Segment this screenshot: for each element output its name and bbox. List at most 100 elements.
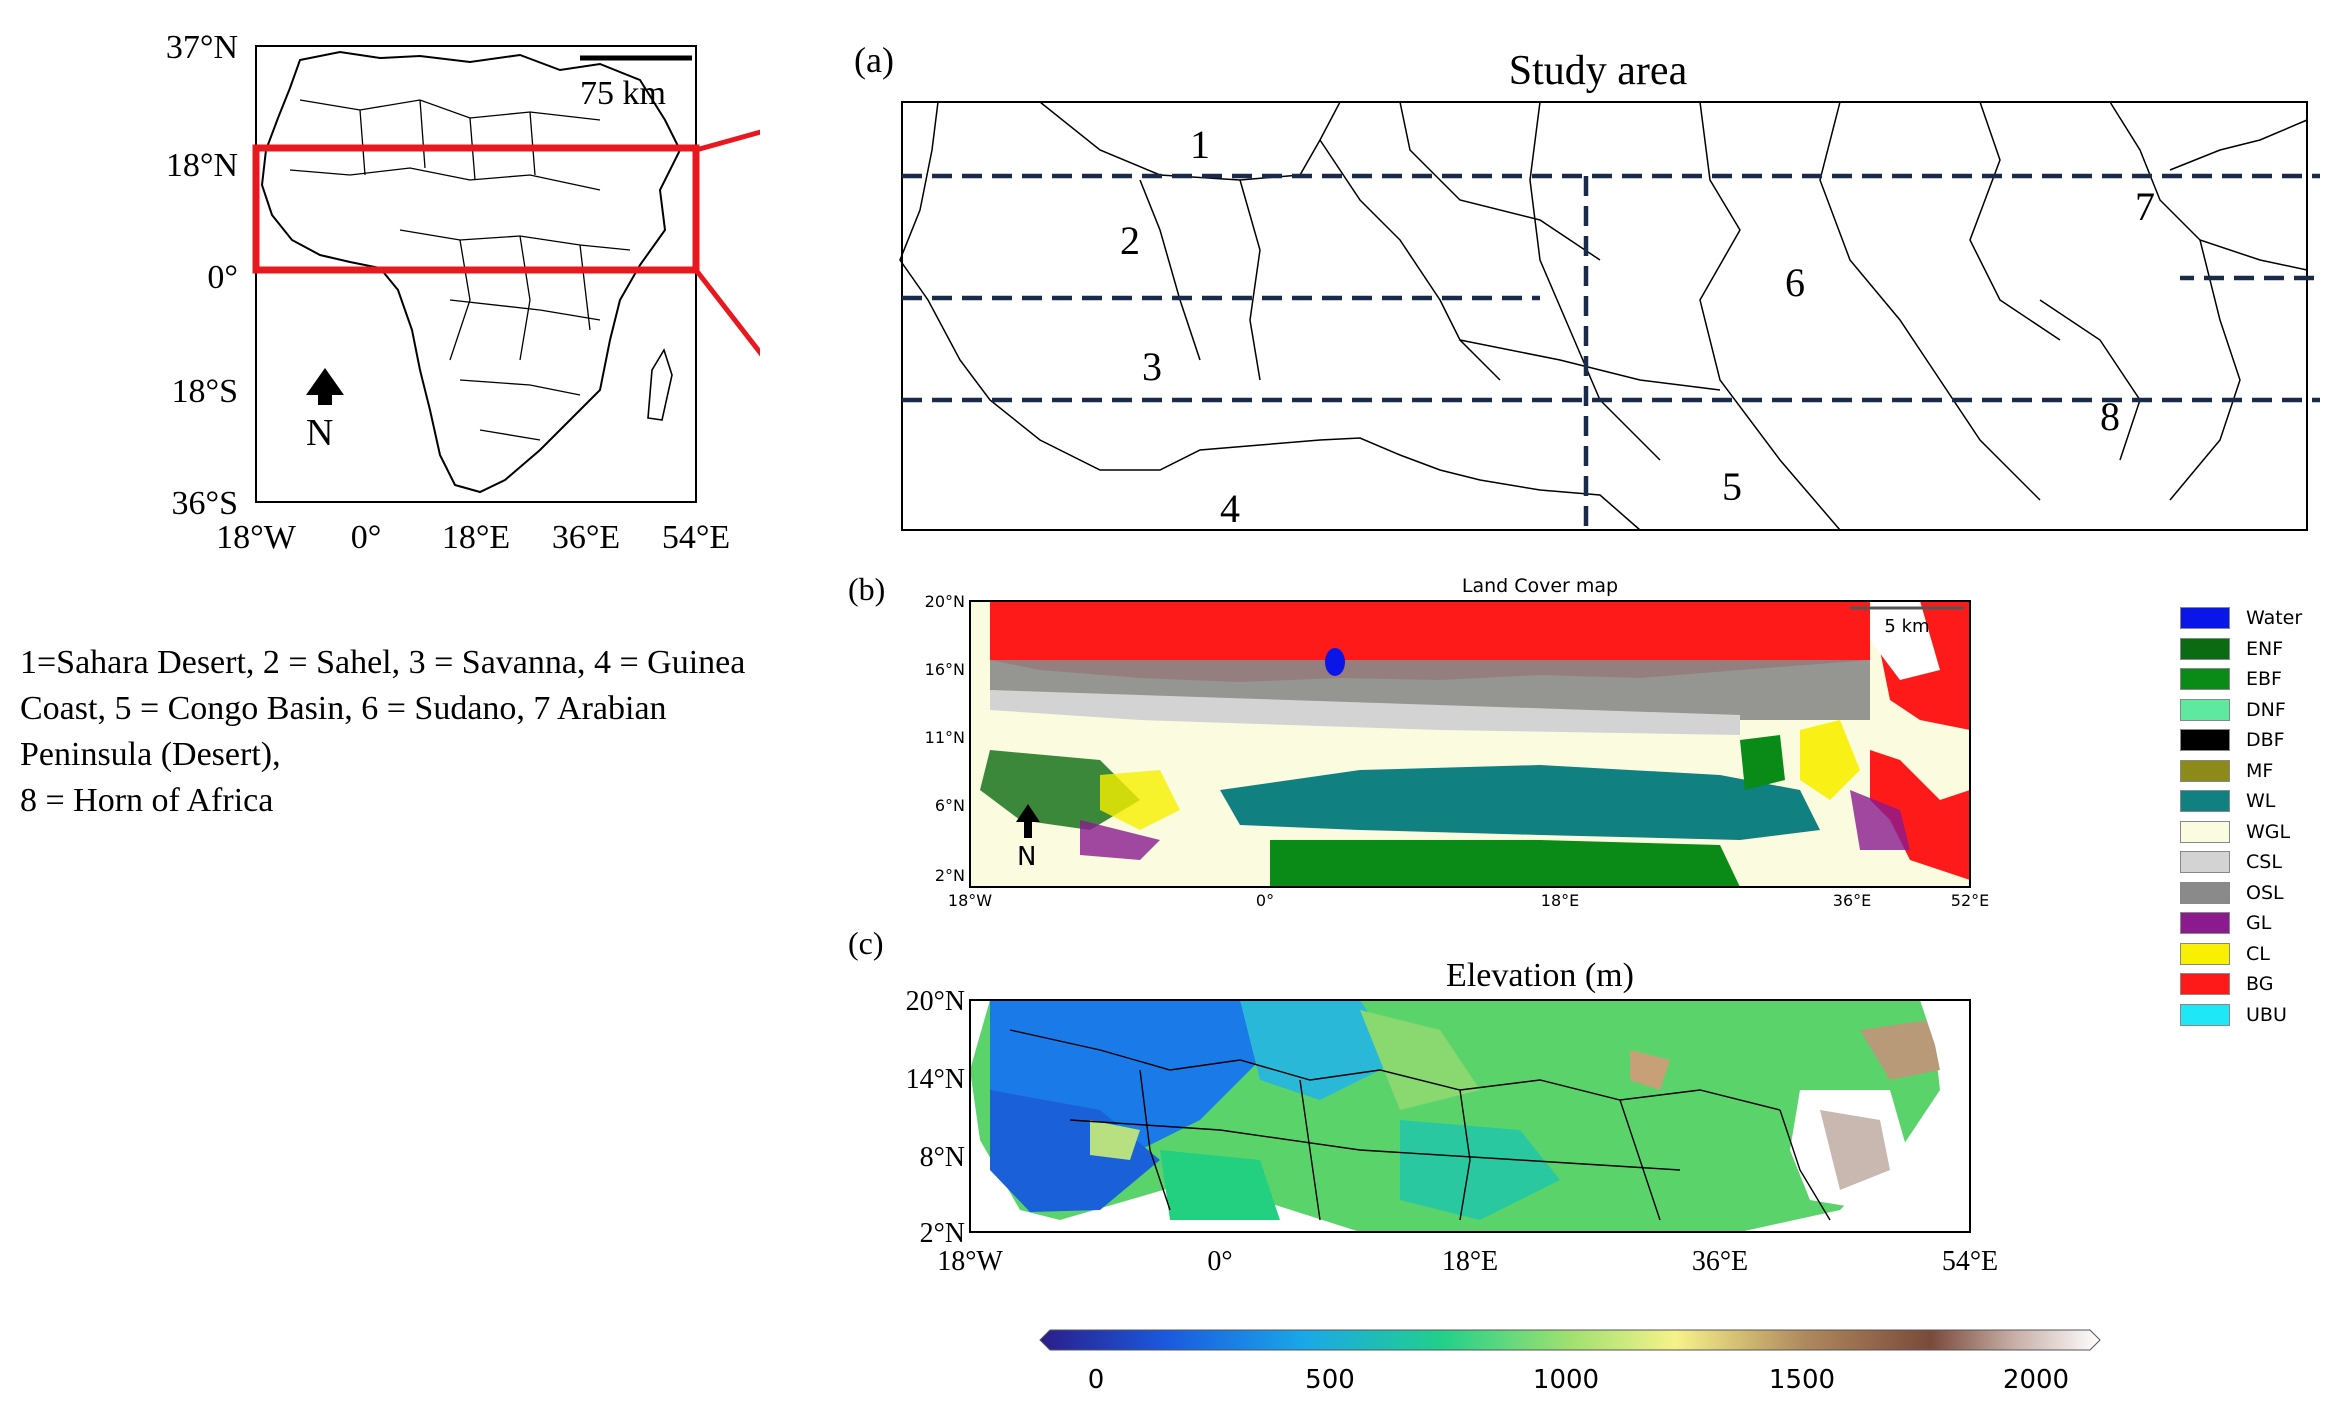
inset-north-label: N bbox=[306, 412, 333, 454]
legend-swatch bbox=[2180, 729, 2230, 751]
panel-b-lat-label: 2°N bbox=[935, 866, 965, 885]
legend-item: DNF bbox=[2180, 695, 2286, 725]
legend-item: Water bbox=[2180, 603, 2302, 633]
inset-north-arrow-icon bbox=[306, 368, 344, 405]
region-legend-line: Peninsula (Desert), bbox=[20, 736, 281, 773]
panel-b-lat-label: 20°N bbox=[925, 592, 965, 611]
legend-label: CL bbox=[2246, 942, 2270, 965]
panel-c-frame bbox=[969, 999, 1971, 1233]
region-label: 2 bbox=[1120, 218, 1140, 263]
panel-c-title: Elevation (m) bbox=[1446, 957, 1634, 994]
panel-b-north-arrow-icon bbox=[1016, 804, 1040, 838]
africa-inset-map: 75 km N 37°N 18°N 0° 18°S 36°S 18°W 0° 1… bbox=[166, 29, 760, 556]
land-cover-raster bbox=[970, 601, 1970, 887]
study-area-box bbox=[252, 144, 700, 274]
legend-swatch bbox=[2180, 790, 2230, 812]
connector-arrow-top bbox=[695, 129, 760, 153]
panel-a-grid bbox=[902, 173, 2320, 530]
panel-c-lat-label: 20°N bbox=[906, 986, 965, 1017]
inset-frame bbox=[255, 45, 697, 503]
inset-lat-label: 37°N bbox=[166, 29, 238, 66]
region-label: 1 bbox=[1190, 122, 1210, 167]
inset-lat-label: 18°N bbox=[166, 147, 238, 184]
region-legend-line: 8 = Horn of Africa bbox=[20, 782, 274, 819]
inset-lat-label: 0° bbox=[207, 259, 238, 296]
region-label: 6 bbox=[1785, 260, 1805, 305]
panel-a-title: Study area bbox=[1509, 48, 1688, 94]
legend-item: WL bbox=[2180, 786, 2275, 816]
legend-label: BG bbox=[2246, 973, 2274, 995]
panel-a-borders bbox=[899, 101, 2308, 531]
connector-arrow-bottom bbox=[694, 268, 760, 357]
inset-lon-label: 0° bbox=[351, 519, 382, 556]
panel-a-study-area: (a) Study area 1 2 3 4 5 6 7 8 bbox=[854, 40, 2320, 531]
elevation-colorbar bbox=[1039, 1329, 2101, 1351]
panel-c-lon-label: 0° bbox=[1207, 1246, 1232, 1277]
panel-c-tag: (c) bbox=[848, 925, 884, 961]
inset-lat-label: 18°S bbox=[171, 373, 238, 410]
region-label: 3 bbox=[1142, 344, 1162, 389]
legend-label: ENF bbox=[2246, 637, 2284, 660]
panel-c-lon-label: 18°W bbox=[937, 1246, 1003, 1277]
legend-label: MF bbox=[2246, 759, 2274, 782]
legend-item: EBF bbox=[2180, 664, 2282, 694]
panel-c-lat-label: 14°N bbox=[906, 1064, 965, 1095]
panel-b-title: Land Cover map bbox=[1462, 575, 1618, 597]
panel-c-lon-label: 18°E bbox=[1442, 1246, 1498, 1277]
legend-item: BG bbox=[2180, 969, 2273, 999]
madagascar-outline bbox=[647, 348, 673, 421]
inset-borders bbox=[289, 99, 631, 441]
legend-swatch bbox=[2180, 912, 2230, 934]
legend-swatch bbox=[2180, 607, 2230, 629]
legend-swatch bbox=[2180, 668, 2230, 690]
legend-label: DNF bbox=[2246, 698, 2286, 721]
region-label: 5 bbox=[1722, 464, 1742, 509]
legend-label: OSL bbox=[2246, 881, 2284, 904]
panel-b-lat-label: 16°N bbox=[925, 660, 965, 679]
legend-item: CL bbox=[2180, 939, 2270, 969]
panel-b-lon-label: 18°E bbox=[1541, 891, 1579, 910]
legend-item: CSL bbox=[2180, 847, 2282, 877]
panel-b-lon-label: 36°E bbox=[1833, 891, 1871, 910]
legend-swatch bbox=[2180, 1003, 2230, 1026]
region-label: 7 bbox=[2135, 184, 2155, 229]
colorbar-tick-label: 500 bbox=[1305, 1365, 1355, 1395]
panel-c-lat-label: 8°N bbox=[920, 1142, 965, 1173]
legend-item: OSL bbox=[2180, 878, 2284, 908]
inset-lon-label: 18°E bbox=[442, 519, 510, 556]
legend-item: GL bbox=[2180, 908, 2271, 938]
panel-c-elevation-map: (c) Elevation (m) 20°N 14°N 8°N 2°N 18°W… bbox=[848, 925, 2101, 1395]
legend-label: CSL bbox=[2246, 851, 2282, 873]
panel-b-lat-label: 11°N bbox=[925, 728, 965, 747]
legend-swatch bbox=[2180, 942, 2230, 965]
legend-item: ENF bbox=[2180, 634, 2283, 664]
legend-item: UBU bbox=[2180, 1000, 2287, 1030]
panel-b-lat-label: 6°N bbox=[935, 796, 965, 815]
legend-swatch bbox=[2180, 820, 2230, 843]
region-legend: 1=Sahara Desert, 2 = Sahel, 3 = Savanna,… bbox=[20, 640, 880, 824]
legend-label: Water bbox=[2246, 607, 2303, 629]
panel-b-land-cover-map: (b) Land Cover map 5 km N 20°N bbox=[848, 571, 1989, 910]
inset-lon-label: 36°E bbox=[552, 519, 620, 556]
panel-a-tag: (a) bbox=[854, 40, 894, 80]
panel-a-frame bbox=[901, 101, 2308, 531]
legend-item: DBF bbox=[2180, 725, 2285, 755]
colorbar-tick-label: 0 bbox=[1088, 1365, 1105, 1395]
legend-label: GL bbox=[2246, 912, 2272, 934]
region-label: 4 bbox=[1220, 486, 1240, 531]
panel-b-tag: (b) bbox=[848, 571, 885, 607]
legend-swatch bbox=[2180, 637, 2230, 660]
elevation-raster bbox=[970, 1000, 1970, 1232]
legend-swatch bbox=[2180, 698, 2230, 721]
legend-item: MF bbox=[2180, 756, 2273, 786]
panel-c-lon-label: 36°E bbox=[1692, 1246, 1748, 1277]
elevation-borders bbox=[1009, 1029, 1831, 1221]
panel-c-lat-label: 2°N bbox=[920, 1218, 965, 1249]
colorbar-tick-label: 2000 bbox=[2003, 1365, 2069, 1395]
legend-label: UBU bbox=[2246, 1003, 2287, 1026]
legend-label: DBF bbox=[2246, 729, 2285, 751]
legend-item: WGL bbox=[2180, 817, 2290, 847]
legend-swatch bbox=[2180, 973, 2230, 995]
inset-lon-label: 54°E bbox=[662, 519, 730, 556]
region-legend-line: Coast, 5 = Congo Basin, 6 = Sudano, 7 Ar… bbox=[20, 690, 667, 727]
